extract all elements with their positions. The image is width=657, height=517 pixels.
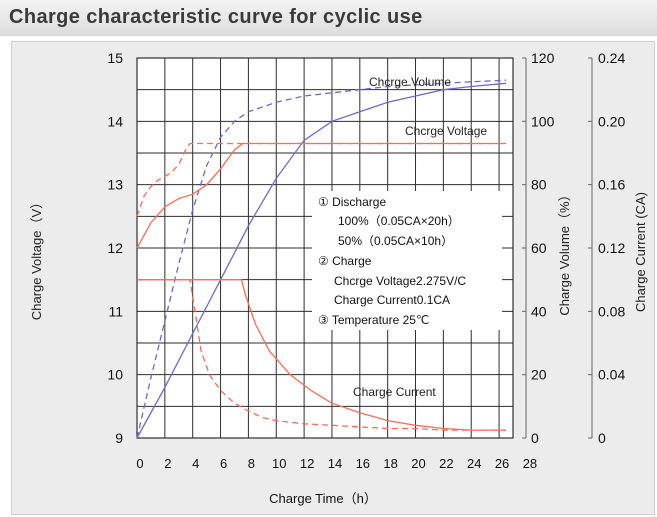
x-tick-label: 28 <box>523 456 537 471</box>
y-tick-label-current: 0.08 <box>598 303 625 319</box>
x-tick-label: 20 <box>411 456 425 471</box>
x-tick-label: 16 <box>356 456 370 471</box>
series-label-current: Charge Current <box>353 385 436 399</box>
y-tick-label-current: 0.20 <box>598 113 625 129</box>
series-layer <box>136 79 507 439</box>
x-tick-label: 4 <box>192 456 199 471</box>
legend-box <box>312 191 502 330</box>
y-tick-label-voltage: 12 <box>107 240 123 256</box>
legend-line: 50%（0.05CA×10h） <box>338 234 453 248</box>
page-title: Charge characteristic curve for cyclic u… <box>9 6 423 28</box>
x-tick-label: 24 <box>467 456 481 471</box>
x-tick-label: 6 <box>220 456 227 471</box>
y-axis-label-voltage: Charge Voltage（V） <box>29 196 44 320</box>
title-bar: Charge characteristic curve for cyclic u… <box>0 0 657 36</box>
x-tick-label: 26 <box>495 456 509 471</box>
x-tick-label: 8 <box>248 456 255 471</box>
y-tick-label-volume: 40 <box>531 303 547 319</box>
x-tick-label: 12 <box>300 456 314 471</box>
y-tick-label-current: 0.16 <box>598 177 625 193</box>
x-axis-label: Charge Time（h） <box>269 491 377 506</box>
x-tick-label: 2 <box>164 456 171 471</box>
legend: ① Discharge 100%（0.05CA×20h） 50%（0.05CA×… <box>318 195 466 327</box>
series-line-volt100 <box>136 142 506 249</box>
x-tick-label: 0 <box>136 456 143 471</box>
y-tick-label-current: 0 <box>598 430 606 446</box>
legend-line: ③ Temperature 25℃ <box>318 313 429 327</box>
y-tick-label-current: 0.04 <box>598 367 625 383</box>
legend-line: Charge Current0.1CA <box>334 293 450 307</box>
y-tick-label-volume: 0 <box>531 430 539 446</box>
series-label-voltage: Chcrge Voltage <box>405 124 487 138</box>
legend-line: ② Charge <box>318 254 372 268</box>
y-tick-label-voltage: 9 <box>115 430 123 446</box>
y-axis-label-volume: Charge Volume（%） <box>557 188 572 315</box>
x-tick-label: 10 <box>272 456 286 471</box>
y-tick-label-voltage: 15 <box>107 50 123 66</box>
legend-line: Chcrge Voltage2.275V/C <box>334 274 466 288</box>
x-tick-label: 22 <box>439 456 453 471</box>
legend-line: ① Discharge <box>318 195 386 209</box>
y-tick-label-volume: 100 <box>531 113 555 129</box>
y-tick-label-voltage: 10 <box>107 367 123 383</box>
series-line-cur100 <box>137 279 506 431</box>
y-tick-label-voltage: 13 <box>107 177 123 193</box>
y-tick-label-volume: 80 <box>531 177 547 193</box>
axes: 0 2 4 6 8 10 12 14 16 18 20 22 24 26 28910111213141502… <box>107 50 625 471</box>
y-tick-label-voltage: 11 <box>108 303 123 319</box>
y-tick-label-volume: 60 <box>531 240 547 256</box>
y-axis-label-current: Charge Current (CA) <box>633 192 648 312</box>
y-tick-label-current: 0.12 <box>598 240 625 256</box>
series-line-vol100 <box>136 82 507 439</box>
y-tick-label-voltage: 14 <box>107 113 123 129</box>
legend-line: 100%（0.05CA×20h） <box>338 214 460 228</box>
series-line-volt50 <box>136 142 506 217</box>
x-tick-label: 18 <box>383 456 397 471</box>
x-tick-label: 14 <box>328 456 342 471</box>
series-line-vol50 <box>136 79 507 439</box>
y-tick-label-current: 0.24 <box>598 50 625 66</box>
series-label-volume: Chcrge Volume <box>369 75 451 89</box>
y-tick-label-volume: 120 <box>531 50 555 66</box>
y-tick-label-volume: 20 <box>531 367 547 383</box>
